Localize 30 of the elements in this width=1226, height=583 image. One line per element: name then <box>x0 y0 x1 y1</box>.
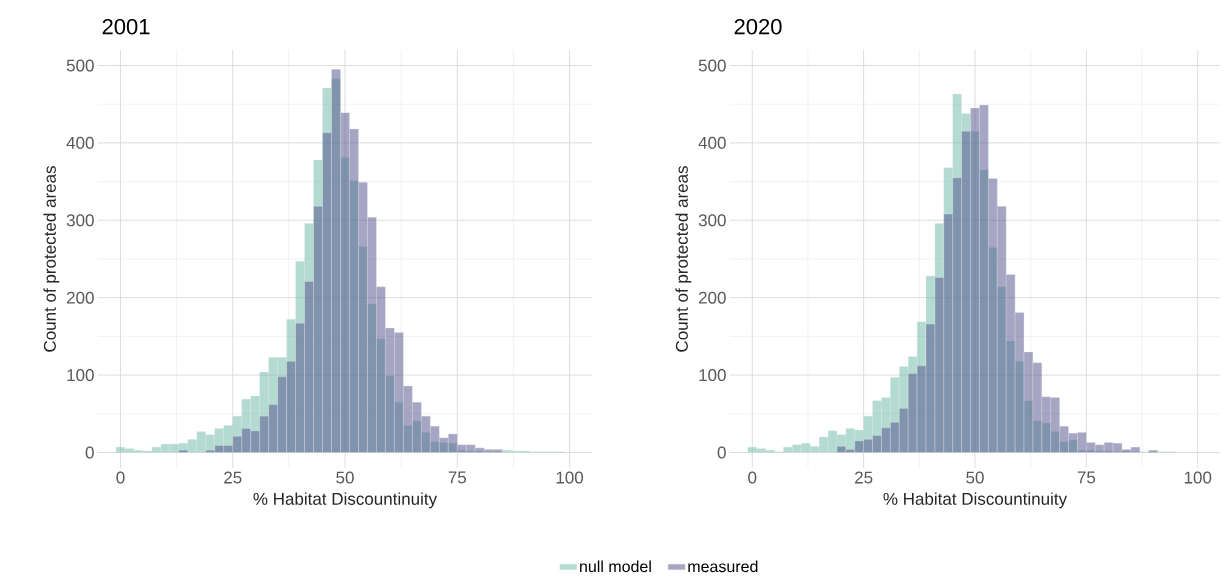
x-tick-label: 75 <box>448 471 467 484</box>
chart-title: 2020 <box>734 18 782 35</box>
y-tick-label: 300 <box>698 214 726 227</box>
y-axis-title: Count of protected areas <box>675 166 692 352</box>
x-tick-label: 25 <box>224 471 242 484</box>
y-tick-label: 200 <box>698 291 726 304</box>
x-tick-label: 100 <box>1184 471 1212 484</box>
x-tick-label: 0 <box>748 471 757 484</box>
legend-label: null model <box>580 560 651 573</box>
x-tick-label: 25 <box>855 471 873 484</box>
x-axis-title: % Habitat Discountinuity <box>253 492 438 509</box>
legend-label: measured <box>688 560 758 573</box>
x-tick-label: 100 <box>556 471 584 484</box>
y-tick-label: 400 <box>66 136 94 149</box>
y-axis-title: Count of protected areas <box>43 166 60 352</box>
chart-title: 2001 <box>102 18 150 35</box>
y-tick-label: 300 <box>66 214 94 227</box>
x-axis-title: % Habitat Discountinuity <box>883 492 1068 509</box>
x-tick-label: 0 <box>116 471 125 484</box>
y-tick-label: 0 <box>85 446 94 459</box>
x-tick-label: 50 <box>336 471 354 484</box>
y-tick-label: 0 <box>717 446 726 459</box>
x-tick-label: 75 <box>1077 471 1096 484</box>
y-tick-label: 400 <box>698 136 726 149</box>
y-tick-label: 200 <box>66 291 94 304</box>
y-tick-label: 500 <box>66 59 94 72</box>
y-tick-label: 500 <box>698 59 726 72</box>
y-tick-label: 100 <box>699 369 726 382</box>
x-tick-label: 50 <box>966 471 984 484</box>
y-tick-label: 100 <box>67 369 94 382</box>
